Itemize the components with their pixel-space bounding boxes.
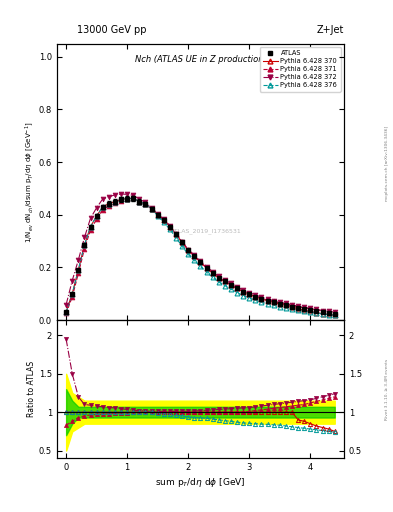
Text: Z+Jet: Z+Jet: [316, 25, 344, 35]
Text: Nch (ATLAS UE in Z production): Nch (ATLAS UE in Z production): [134, 55, 266, 63]
Text: ATLAS_2019_I1736531: ATLAS_2019_I1736531: [171, 229, 242, 234]
Text: 13000 GeV pp: 13000 GeV pp: [77, 25, 146, 35]
Text: Rivet 3.1.10, ≥ 3.4M events: Rivet 3.1.10, ≥ 3.4M events: [385, 358, 389, 420]
Legend: ATLAS, Pythia 6.428 370, Pythia 6.428 371, Pythia 6.428 372, Pythia 6.428 376: ATLAS, Pythia 6.428 370, Pythia 6.428 37…: [260, 47, 341, 92]
Y-axis label: 1/N$_{ev}$ dN$_{ch}$/dsum p$_T$/d$\eta$ d$\phi$ [GeV$^{-1}$]: 1/N$_{ev}$ dN$_{ch}$/dsum p$_T$/d$\eta$ …: [23, 121, 36, 243]
X-axis label: sum p$_T$/d$\eta$ d$\phi$ [GeV]: sum p$_T$/d$\eta$ d$\phi$ [GeV]: [155, 476, 246, 489]
Y-axis label: Ratio to ATLAS: Ratio to ATLAS: [27, 361, 36, 417]
Text: mcplots.cern.ch [arXiv:1306.3436]: mcplots.cern.ch [arXiv:1306.3436]: [385, 126, 389, 201]
